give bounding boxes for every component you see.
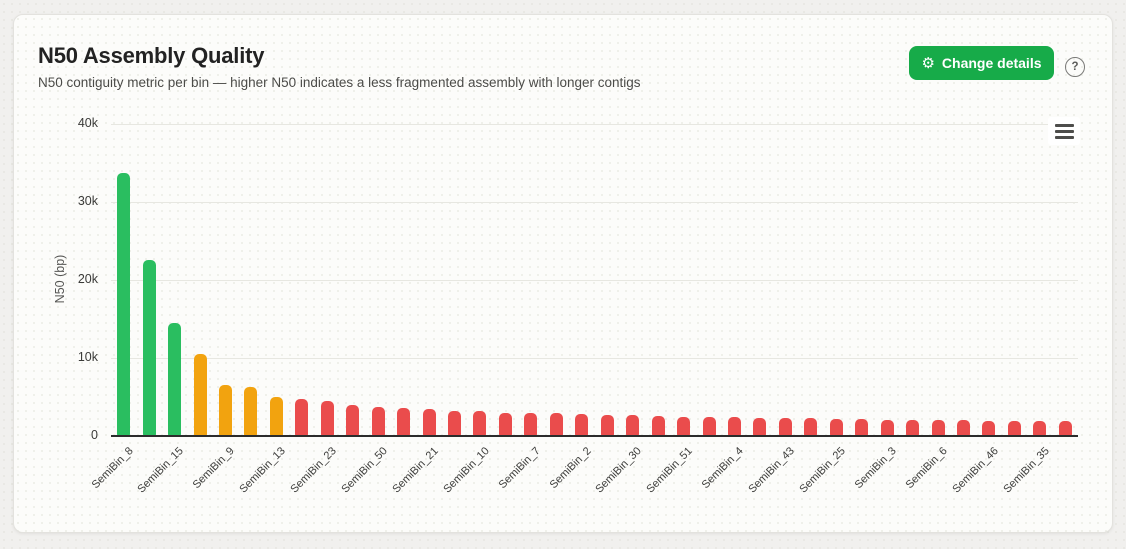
- bar-SemiBin_2[interactable]: [575, 413, 589, 436]
- y-axis-tick-label: 10k: [77, 350, 98, 364]
- bar-SemiBin_21[interactable]: [422, 409, 436, 436]
- x-axis-tick-label: SemiBin_9: [190, 445, 238, 492]
- bar-SemiBin_23[interactable]: [320, 401, 334, 436]
- x-axis-tick-label: SemiBin_23: [288, 445, 339, 496]
- x-axis-tick-label: SemiBin_10: [441, 445, 492, 496]
- x-axis-tick-label: SemiBin_2: [547, 445, 594, 492]
- bar-SemiBin_35[interactable]: [1033, 421, 1047, 436]
- bar-unlabeled[interactable]: [498, 412, 512, 436]
- hamburger-menu-icon: [1054, 129, 1074, 133]
- y-gridline: [111, 124, 1078, 125]
- y-axis-tick-label: 40k: [77, 116, 98, 130]
- bar-unlabeled[interactable]: [397, 408, 411, 436]
- hamburger-menu-icon: [1054, 135, 1074, 139]
- bar-SemiBin_9[interactable]: [219, 384, 232, 436]
- x-axis-tick-label: SemiBin_35: [1000, 445, 1052, 496]
- bar-unlabeled[interactable]: [549, 413, 563, 436]
- x-axis-tick-label: SemiBin_30: [593, 445, 645, 496]
- x-axis-tick-label: SemiBin_25: [797, 445, 848, 496]
- bar-SemiBin_13[interactable]: [269, 397, 283, 436]
- x-axis-tick-label: SemiBin_21: [390, 445, 441, 496]
- bar-unlabeled[interactable]: [855, 419, 869, 436]
- bar-unlabeled[interactable]: [193, 353, 207, 436]
- bar-unlabeled[interactable]: [1007, 420, 1021, 436]
- x-axis-tick-label: SemiBin_46: [949, 445, 1001, 496]
- y-gridline: [111, 358, 1078, 359]
- change-details-button[interactable]: ⚙ Change details: [909, 46, 1054, 80]
- bar-unlabeled[interactable]: [142, 259, 156, 436]
- x-axis-tick-label: SemiBin_51: [644, 445, 696, 496]
- bar-SemiBin_46[interactable]: [982, 420, 996, 436]
- bar-unlabeled[interactable]: [448, 410, 462, 436]
- help-icon[interactable]: ?: [1065, 57, 1085, 77]
- bar-unlabeled[interactable]: [244, 386, 258, 436]
- x-axis-tick-label: SemiBin_3: [852, 445, 899, 492]
- bar-unlabeled[interactable]: [804, 418, 818, 436]
- bar-SemiBin_7[interactable]: [524, 412, 538, 436]
- x-axis-tick-label: SemiBin_15: [135, 445, 187, 496]
- hamburger-menu-icon: [1054, 123, 1074, 127]
- bar-SemiBin_8[interactable]: [117, 173, 131, 436]
- y-axis-tick-label: 0: [91, 428, 98, 442]
- chart-subtitle: N50 contiguity metric per bin — higher N…: [38, 75, 641, 90]
- bar-unlabeled[interactable]: [906, 420, 920, 436]
- bar-SemiBin_6[interactable]: [931, 420, 945, 436]
- bar-SemiBin_50[interactable]: [371, 407, 385, 436]
- x-axis-tick-label: SemiBin_7: [496, 445, 543, 492]
- x-axis-tick-label: SemiBin_13: [237, 445, 288, 496]
- bar-unlabeled[interactable]: [956, 420, 970, 436]
- bar-unlabeled[interactable]: [651, 415, 665, 436]
- page-title: N50 Assembly Quality: [38, 43, 265, 68]
- chart-card: N50 Assembly Quality N50 contiguity metr…: [13, 14, 1113, 533]
- bar-SemiBin_51[interactable]: [677, 416, 691, 436]
- x-axis-tick-label: SemiBin_50: [339, 445, 390, 496]
- bar-SemiBin_10[interactable]: [473, 411, 487, 436]
- bar-chart: N50 (bp) 0 10k 20k 30k 40k SemiBin_8 SemiBin_1…: [14, 15, 1114, 534]
- bar-unlabeled[interactable]: [346, 405, 360, 436]
- bar-unlabeled[interactable]: [753, 417, 767, 436]
- bar-SemiBin_43[interactable]: [778, 418, 792, 436]
- bar-SemiBin_25[interactable]: [829, 418, 843, 436]
- x-axis-tick-label: SemiBin_6: [903, 445, 950, 492]
- y-gridline: [111, 202, 1078, 203]
- y-gridline: [111, 280, 1078, 281]
- bar-unlabeled[interactable]: [702, 416, 716, 436]
- gear-icon: ⚙: [921, 54, 935, 72]
- x-axis-line: [111, 435, 1078, 437]
- bar-SemiBin_30[interactable]: [626, 415, 640, 436]
- y-axis-tick-label: 20k: [77, 272, 98, 286]
- x-axis-tick-label: SemiBin_4: [699, 445, 746, 492]
- bar-SemiBin_15[interactable]: [168, 322, 182, 436]
- y-axis-tick-label: 30k: [77, 194, 98, 208]
- bar-SemiBin_3[interactable]: [880, 419, 894, 436]
- change-details-label: Change details: [941, 55, 1042, 71]
- bar-unlabeled[interactable]: [1058, 421, 1072, 436]
- chart-menu-button[interactable]: [1048, 117, 1080, 145]
- bar-unlabeled[interactable]: [600, 414, 614, 436]
- x-axis-tick-label: SemiBin_43: [746, 445, 797, 496]
- bar-SemiBin_4[interactable]: [727, 417, 741, 436]
- x-axis-tick-label: SemiBin_8: [89, 445, 136, 492]
- bar-unlabeled[interactable]: [295, 398, 309, 436]
